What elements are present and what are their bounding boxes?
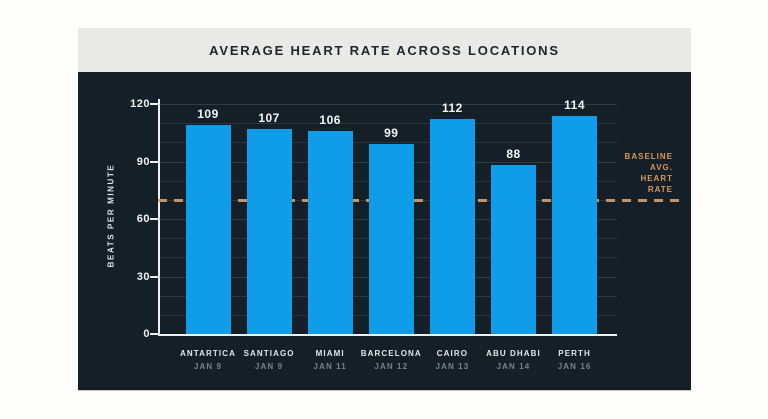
y-tick-mark	[150, 275, 158, 278]
x-tick-label: MIAMI JAN 11	[285, 349, 375, 371]
bar-value-label: 109	[197, 107, 219, 122]
bar	[307, 130, 353, 334]
x-tick-date-label: JAN 9	[255, 362, 284, 371]
x-tick-city-label: PERTH	[558, 349, 591, 358]
bar	[429, 119, 475, 334]
x-tick-city-label: BARCELONA	[360, 349, 422, 358]
y-axis-line	[158, 99, 160, 336]
y-tick-mark	[150, 218, 158, 220]
baseline-label-line: AVG.	[650, 162, 673, 172]
x-tick-city-label: ANTARTICA	[180, 349, 236, 358]
x-tick-label: SANTIAGO JAN 9	[224, 349, 314, 371]
bar	[552, 115, 598, 334]
chart-panel: BEATS PER MINUTE BASELINE AVG. HEART RATE 0…	[78, 72, 691, 391]
y-tick-label: 30	[136, 270, 150, 283]
x-tick-date-label: JAN 11	[313, 362, 347, 371]
x-tick-city-label: MIAMI	[315, 349, 345, 358]
x-tick-city-label: ABU DHABI	[486, 349, 541, 358]
gridline	[158, 123, 617, 125]
x-axis-line	[158, 334, 617, 336]
x-tick-city-label: CAIRO	[436, 349, 469, 358]
y-tick-mark	[150, 333, 158, 335]
bar-value-label: 107	[258, 110, 280, 125]
x-tick-label: ABU DHABI JAN 14	[469, 349, 559, 371]
x-tick-city-label: SANTIAGO	[243, 349, 295, 358]
baseline-line	[158, 198, 679, 202]
bar-value-label: 106	[319, 112, 341, 127]
x-tick-date-label: JAN 16	[557, 362, 592, 371]
bar	[491, 165, 536, 334]
y-tick-label: 90	[136, 155, 150, 168]
gridline	[158, 142, 617, 144]
x-tick-date-label: JAN 13	[435, 362, 470, 371]
y-tick-label: 60	[136, 213, 150, 225]
baseline-label-line: RATE	[647, 184, 673, 194]
plot-area: BEATS PER MINUTE BASELINE AVG. HEART RATE 0…	[78, 72, 691, 390]
x-tick-label: BARCELONA JAN 12	[346, 349, 436, 371]
y-tick-label: 0	[143, 328, 150, 340]
bar-value-label: 114	[564, 97, 586, 112]
y-tick-label: 120	[130, 98, 150, 110]
y-tick-mark	[150, 103, 158, 105]
bar	[246, 128, 292, 334]
bar-value-label: 99	[384, 126, 399, 141]
bar-value-label: 88	[506, 147, 521, 162]
baseline-label-line: HEART	[640, 173, 673, 183]
x-tick-label: PERTH JAN 16	[530, 349, 620, 371]
y-tick-mark	[150, 160, 158, 163]
gridline	[158, 104, 617, 105]
x-tick-date-label: JAN 9	[193, 362, 223, 371]
bar-value-label: 112	[441, 101, 463, 116]
x-tick-date-label: JAN 12	[374, 362, 409, 371]
bar	[185, 125, 231, 334]
x-tick-label: ANTARTICA JAN 9	[163, 349, 253, 371]
bar	[368, 144, 414, 334]
baseline-label: BASELINE AVG. HEART RATE	[625, 151, 673, 195]
baseline-label-line: BASELINE	[624, 151, 673, 161]
x-tick-label: CAIRO JAN 13	[407, 349, 497, 371]
chart-title: AVERAGE HEART RATE ACROSS LOCATIONS	[209, 42, 560, 58]
x-tick-date-label: JAN 14	[496, 362, 531, 371]
title-banner: AVERAGE HEART RATE ACROSS LOCATIONS	[78, 28, 691, 72]
